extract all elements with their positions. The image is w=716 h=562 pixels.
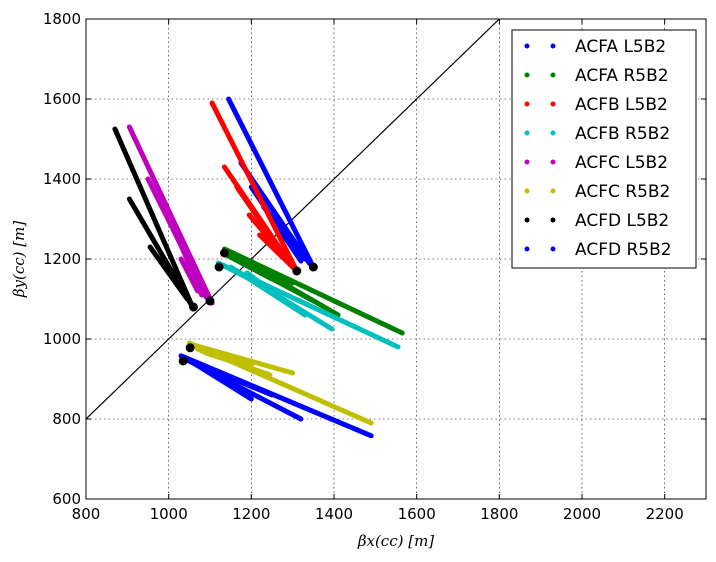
legend-marker [524,43,530,49]
legend-marker [524,159,530,165]
plot-area [86,19,500,439]
x-tick-label: 1200 [232,505,270,523]
x-tick-label: 1400 [315,505,353,523]
legend-marker [524,130,530,136]
legend-marker [550,188,556,194]
legend-label: ACFD R5B2 [575,240,672,260]
series-4 [126,124,215,306]
data-streak [178,256,201,294]
legend-marker [524,101,530,107]
data-streak [273,216,308,262]
nominal-point-marker [219,248,229,258]
legend-marker [524,246,530,252]
legend-box [511,29,697,269]
legend-marker [550,101,556,107]
y-tick-label: 800 [52,410,81,428]
legend-marker [550,217,556,223]
legend-marker [550,246,556,252]
x-tick-label: 2200 [646,505,684,523]
data-streak [209,100,300,274]
data-streak [174,232,205,298]
legend-marker [524,72,530,78]
legend-label: ACFA L5B2 [575,37,666,57]
x-tick-label: 1000 [150,505,188,523]
legend-marker [550,72,556,78]
nominal-point-marker [188,302,198,312]
legend-marker [524,188,530,194]
nominal-point-marker [205,296,215,306]
data-streak [244,270,287,304]
x-tick-label: 2000 [563,505,601,523]
nominal-point-marker [214,262,224,272]
series-2 [209,100,300,274]
x-tick-label: 1600 [398,505,436,523]
legend-marker [550,130,556,136]
data-streak [203,350,234,364]
data-streak [126,124,215,306]
legend-marker [550,159,556,165]
series-7 [178,353,374,439]
legend: ACFA L5B2 ACFA R5B2 ACFB L5B2 ACFB R5B2 ACFC… [511,29,697,269]
y-tick-label: 1800 [43,10,81,28]
series-3 [215,260,401,350]
data-streak [219,262,261,286]
x-axis-label: βx(cc) [m] [357,532,434,550]
series-1 [221,246,405,336]
y-tick-label: 1600 [43,90,81,108]
data-streak [257,232,296,270]
data-streak [190,342,296,376]
nominal-point-marker [292,266,302,276]
series-5 [186,340,374,426]
legend-marker [550,43,556,49]
x-tick-label: 1800 [480,505,518,523]
x-tick-label: 800 [72,505,101,523]
data-streak [226,96,316,270]
data-streak [224,252,275,282]
y-tick-label: 600 [52,490,81,508]
legend-label: ACFC L5B2 [575,153,668,173]
nominal-point-marker [185,343,195,353]
y-tick-label: 1000 [43,330,81,348]
legend-label: ACFB R5B2 [575,124,670,144]
y-tick-label: 1400 [43,170,81,188]
legend-label: ACFB L5B2 [575,95,668,115]
data-streak [166,268,184,290]
y-tick-label: 1200 [43,250,81,268]
series-6 [112,126,196,312]
legend-label: ACFA R5B2 [575,66,669,86]
legend-marker [524,217,530,223]
nominal-point-marker [178,356,188,366]
reference-line [86,19,500,420]
data-streak [195,362,234,384]
legend-label: ACFC R5B2 [575,182,670,202]
ticks: 800 1000 1200 1400 1600 1800 2000 2200600800100… [43,10,706,523]
legend-label: ACFD L5B2 [575,211,669,231]
nominal-point-marker [308,262,318,272]
y-axis-label: βy(cc) [m] [10,221,28,298]
data-streak [112,126,196,312]
